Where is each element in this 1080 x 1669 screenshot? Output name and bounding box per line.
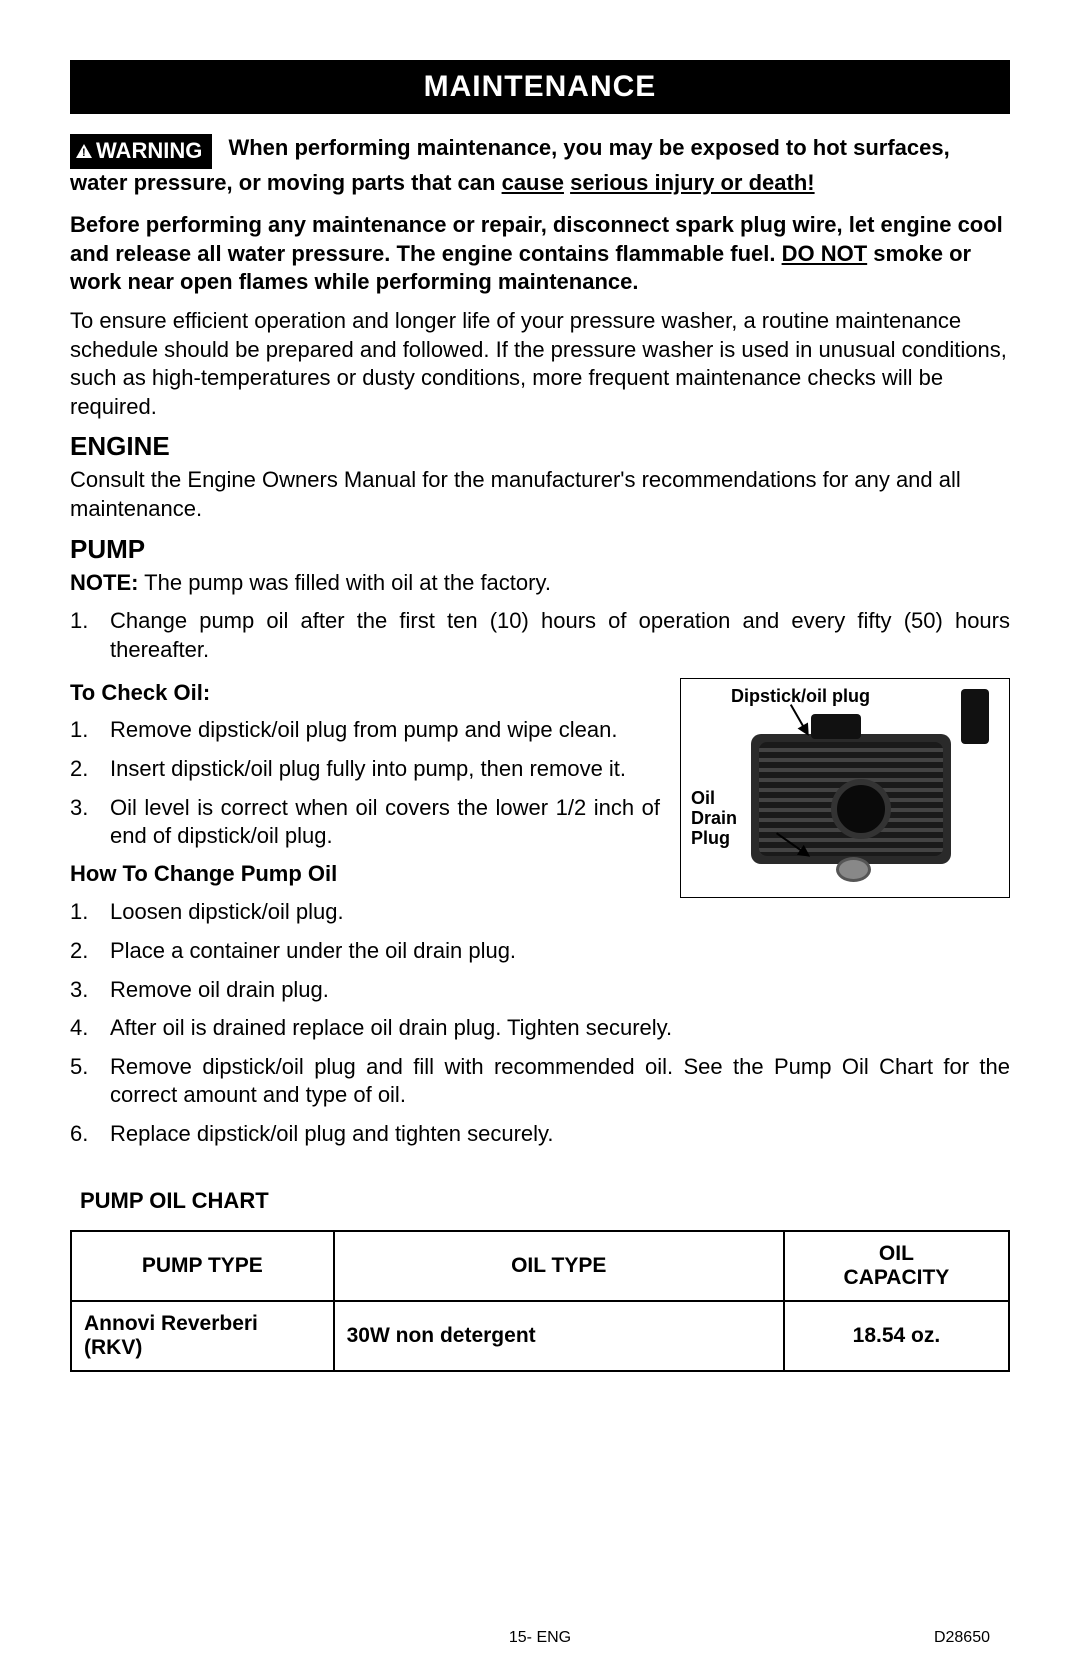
ol-num: 1. — [70, 607, 110, 664]
intro-paragraph: To ensure efficient operation and longer… — [70, 307, 1010, 421]
oil-chart-table: PUMP TYPEOIL TYPEOILCAPACITY Annovi Reve… — [70, 1230, 1010, 1372]
ol-num: 3. — [70, 794, 110, 851]
table-body: Annovi Reverberi (RKV)30W non detergent1… — [71, 1301, 1009, 1371]
ol-num: 1. — [70, 716, 110, 745]
ol-num: 4. — [70, 1014, 110, 1043]
ol-num: 6. — [70, 1120, 110, 1149]
warning-badge: WARNING — [70, 134, 212, 169]
ol-text: Loosen dipstick/oil plug. — [110, 898, 1010, 927]
ol-text: Remove dipstick/oil plug and fill with r… — [110, 1053, 1010, 1110]
pump-figure: Dipstick/oil plug Oil Drain Plug — [680, 678, 1010, 898]
warning-triangle-icon — [76, 144, 92, 158]
ol-text: Insert dipstick/oil plug fully into pump… — [110, 755, 660, 784]
check-oil-list: 1.Remove dipstick/oil plug from pump and… — [70, 716, 660, 850]
ol-text: Oil level is correct when oil covers the… — [110, 794, 660, 851]
table-cell: Annovi Reverberi (RKV) — [71, 1301, 334, 1371]
list-item: 4.After oil is drained replace oil drain… — [70, 1014, 1010, 1043]
pump-top-shape — [811, 714, 861, 739]
list-item: 1.Remove dipstick/oil plug from pump and… — [70, 716, 660, 745]
list-item: 2.Place a container under the oil drain … — [70, 937, 1010, 966]
table-header-cell: OILCAPACITY — [784, 1231, 1009, 1301]
list-item: 3.Oil level is correct when oil covers t… — [70, 794, 660, 851]
pump-heading: PUMP — [70, 534, 1010, 565]
precaution-paragraph: Before performing any maintenance or rep… — [70, 211, 1010, 297]
figure-label-drain: Oil Drain Plug — [691, 789, 737, 848]
list-item: 2.Insert dipstick/oil plug fully into pu… — [70, 755, 660, 784]
table-cell: 18.54 oz. — [784, 1301, 1009, 1371]
note-label: NOTE: — [70, 570, 138, 595]
note-text: The pump was filled with oil at the fact… — [138, 570, 551, 595]
list-item: 3.Remove oil drain plug. — [70, 976, 1010, 1005]
list-item: 5.Remove dipstick/oil plug and fill with… — [70, 1053, 1010, 1110]
ol-num: 1. — [70, 898, 110, 927]
footer-page-number: 15- ENG — [509, 1629, 571, 1647]
engine-text: Consult the Engine Owners Manual for the… — [70, 466, 1010, 523]
table-cell: 30W non detergent — [334, 1301, 784, 1371]
warning-cause: cause — [502, 170, 564, 195]
section-header: MAINTENANCE — [70, 60, 1010, 114]
table-header-cell: OIL TYPE — [334, 1231, 784, 1301]
ol-text: Remove oil drain plug. — [110, 976, 1010, 1005]
ol-num: 2. — [70, 755, 110, 784]
precaution-donot: DO NOT — [782, 241, 868, 266]
ol-text: Place a container under the oil drain pl… — [110, 937, 1010, 966]
list-item: 6.Replace dipstick/oil plug and tighten … — [70, 1120, 1010, 1149]
pump-valve-shape — [961, 689, 989, 744]
change-oil-list: 1.Loosen dipstick/oil plug.2.Place a con… — [70, 898, 1010, 1148]
table-header-row: PUMP TYPEOIL TYPEOILCAPACITY — [71, 1231, 1009, 1301]
pump-drain-shape — [836, 857, 871, 882]
check-oil-section: To Check Oil: 1.Remove dipstick/oil plug… — [70, 674, 1010, 898]
pump-note: NOTE: The pump was filled with oil at th… — [70, 569, 1010, 598]
table-header-cell: PUMP TYPE — [71, 1231, 334, 1301]
figure-label-dipstick: Dipstick/oil plug — [731, 687, 870, 707]
ol-text: Replace dipstick/oil plug and tighten se… — [110, 1120, 1010, 1149]
change-oil-title: How To Change Pump Oil — [70, 861, 660, 887]
ol-text: Change pump oil after the first ten (10)… — [110, 607, 1010, 664]
ol-num: 5. — [70, 1053, 110, 1110]
list-item: 1.Loosen dipstick/oil plug. — [70, 898, 1010, 927]
engine-heading: ENGINE — [70, 431, 1010, 462]
ol-text: After oil is drained replace oil drain p… — [110, 1014, 1010, 1043]
table-row: Annovi Reverberi (RKV)30W non detergent1… — [71, 1301, 1009, 1371]
ol-num: 3. — [70, 976, 110, 1005]
warning-injury: serious injury or death! — [570, 170, 815, 195]
ol-text: Remove dipstick/oil plug from pump and w… — [110, 716, 660, 745]
arrow-icon — [790, 704, 804, 727]
warning-block: WARNING When performing maintenance, you… — [70, 134, 1010, 197]
warning-badge-text: WARNING — [96, 138, 202, 163]
check-oil-title: To Check Oil: — [70, 680, 660, 706]
oil-chart-title: PUMP OIL CHART — [70, 1188, 1010, 1214]
footer-doc-id: D28650 — [934, 1629, 990, 1647]
pump-center-shape — [831, 779, 891, 839]
ol-num: 2. — [70, 937, 110, 966]
pump-initial-step: 1. Change pump oil after the first ten (… — [70, 607, 1010, 664]
